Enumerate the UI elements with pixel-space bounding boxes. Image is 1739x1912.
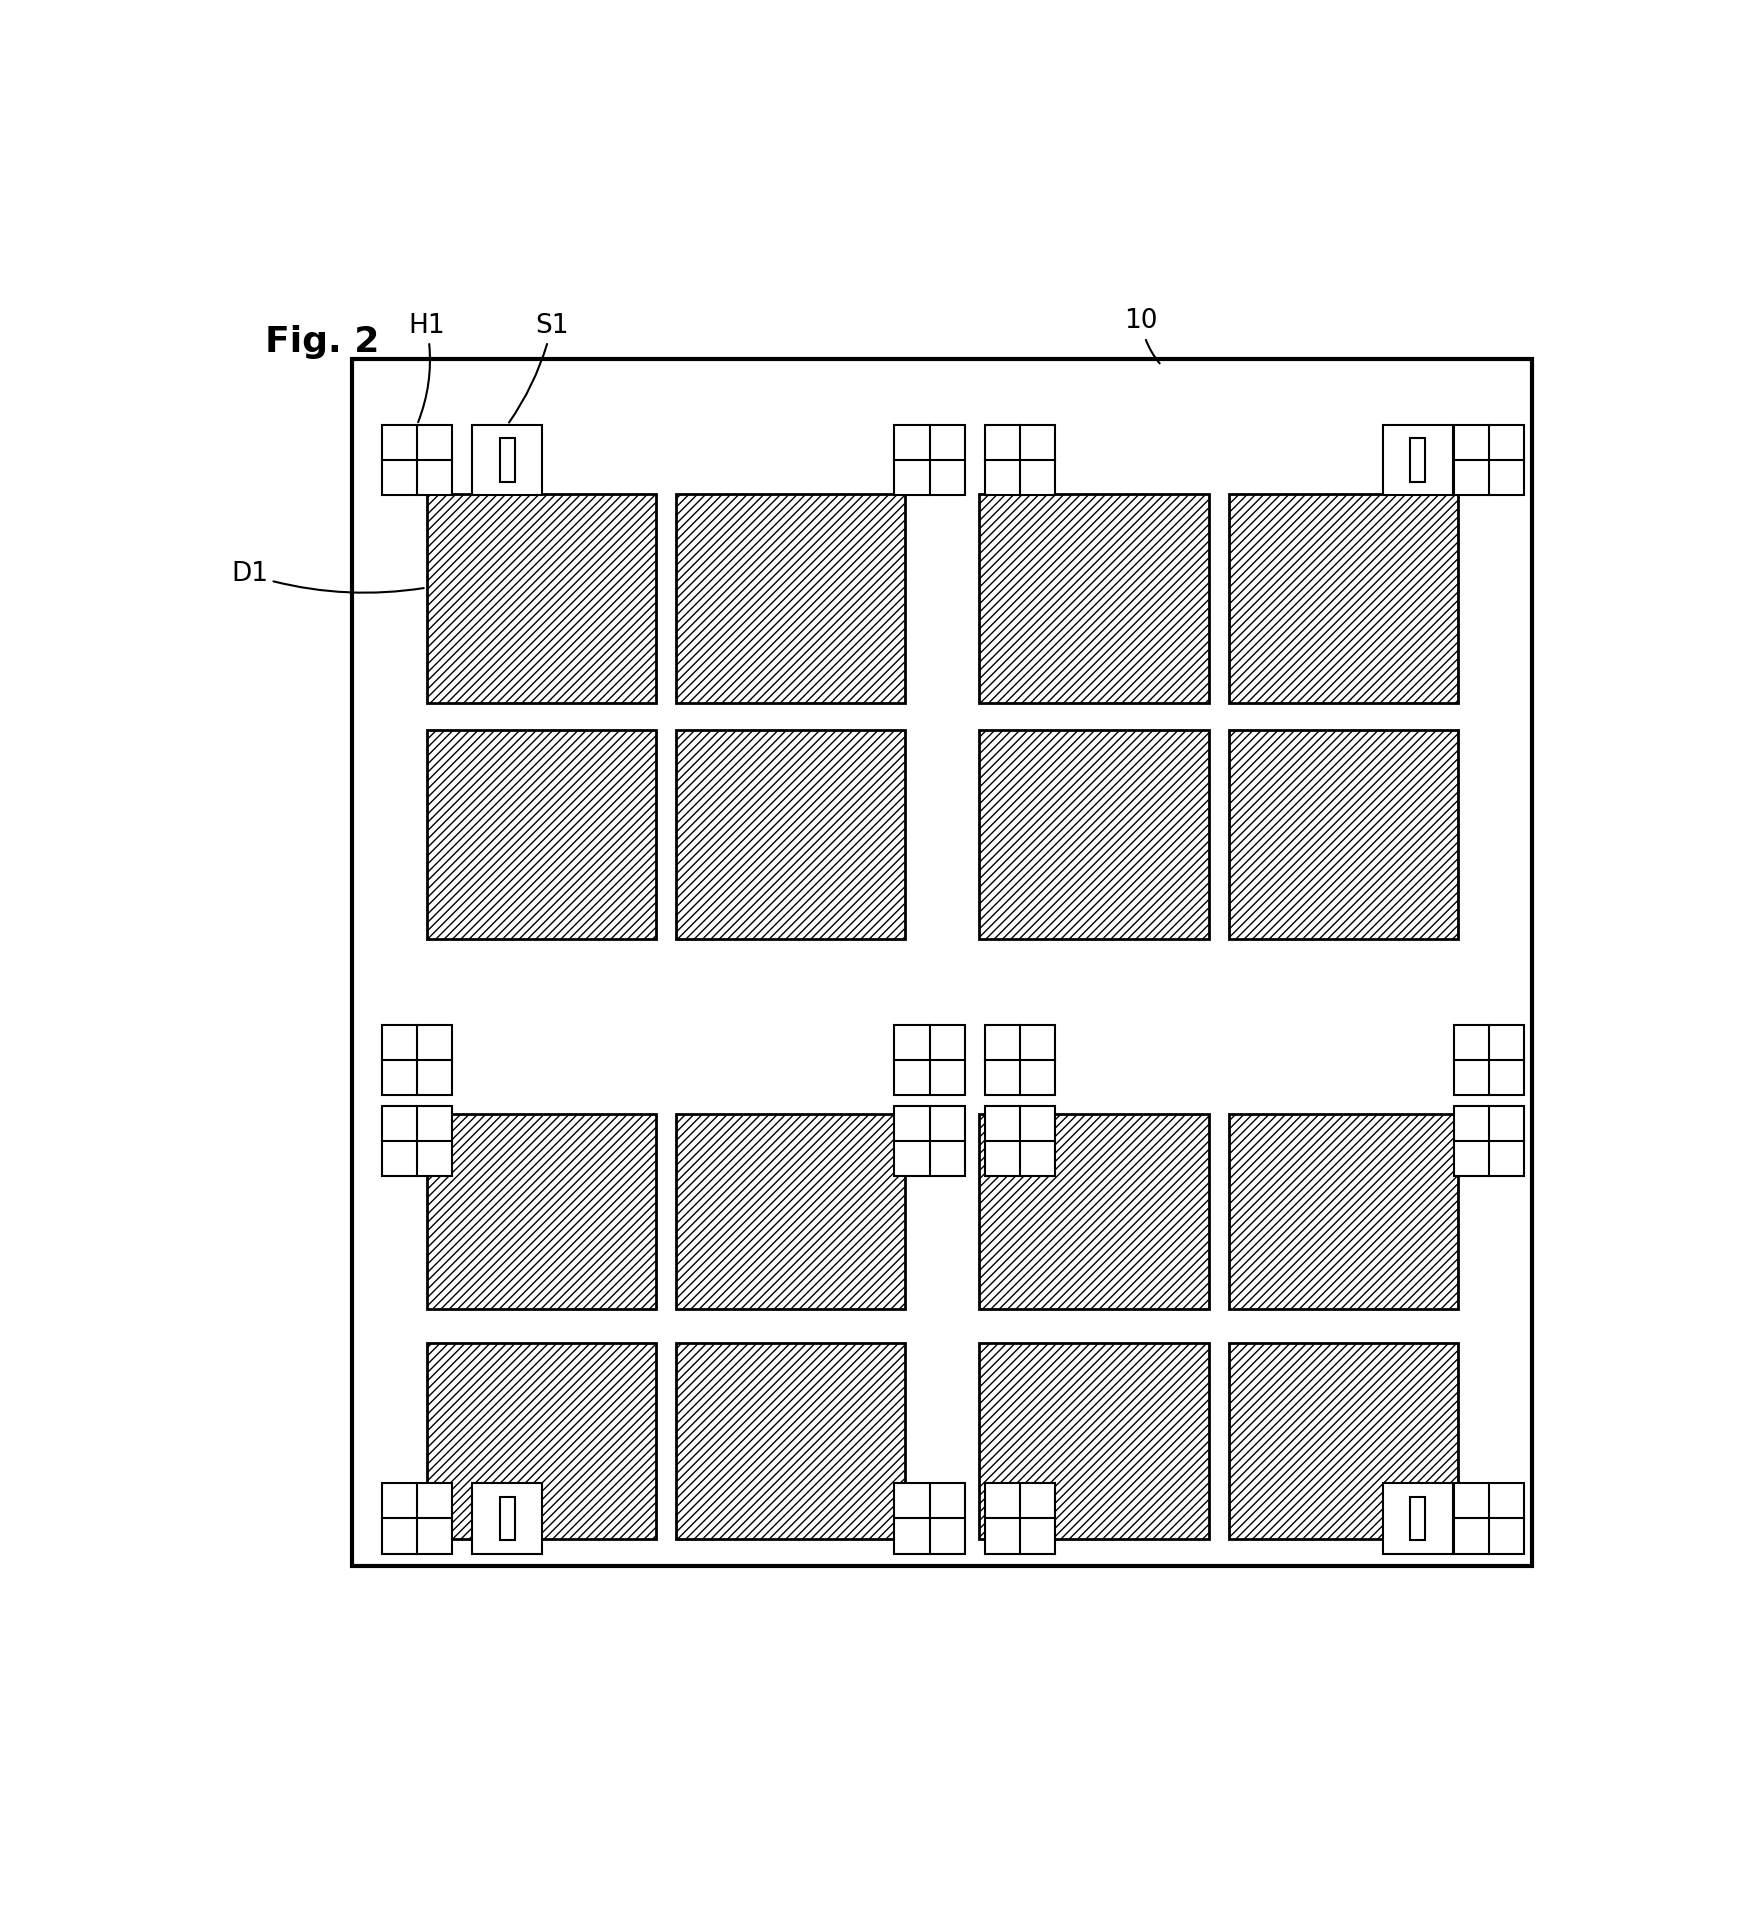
Bar	[471, 424, 543, 495]
Bar	[1454, 1484, 1523, 1554]
Bar	[426, 1342, 656, 1539]
Bar	[979, 1115, 1209, 1310]
Bar	[1409, 438, 1424, 482]
Bar	[426, 493, 656, 702]
Bar	[984, 1025, 1054, 1096]
Text: H1: H1	[409, 312, 445, 423]
Text: 10: 10	[1123, 308, 1158, 363]
Bar	[1383, 1484, 1452, 1554]
Bar	[1228, 493, 1457, 702]
Bar	[984, 424, 1054, 495]
Text: D1: D1	[231, 562, 424, 593]
Bar	[383, 1025, 452, 1096]
Bar	[426, 1115, 656, 1310]
Bar	[499, 438, 515, 482]
Bar	[383, 424, 452, 495]
Bar	[351, 359, 1532, 1566]
Bar	[426, 730, 656, 939]
Bar	[471, 1484, 543, 1554]
Bar	[1228, 1115, 1457, 1310]
Bar	[675, 730, 904, 939]
Bar	[1409, 1497, 1424, 1541]
Bar	[894, 1484, 963, 1554]
Bar	[383, 1105, 452, 1176]
Bar	[979, 493, 1209, 702]
Bar	[1454, 424, 1523, 495]
Bar	[979, 1342, 1209, 1539]
Bar	[383, 1484, 452, 1554]
Text: S1: S1	[510, 312, 569, 423]
Bar	[675, 493, 904, 702]
Bar	[1228, 730, 1457, 939]
Text: Fig. 2: Fig. 2	[264, 325, 379, 359]
Bar	[894, 1105, 963, 1176]
Bar	[894, 424, 963, 495]
Bar	[1228, 1342, 1457, 1539]
Bar	[1454, 1105, 1523, 1176]
Bar	[984, 1105, 1054, 1176]
Bar	[675, 1115, 904, 1310]
Bar	[979, 730, 1209, 939]
Bar	[894, 1025, 963, 1096]
Bar	[1454, 1025, 1523, 1096]
Bar	[499, 1497, 515, 1541]
Bar	[675, 1342, 904, 1539]
Bar	[984, 1484, 1054, 1554]
Bar	[1383, 424, 1452, 495]
